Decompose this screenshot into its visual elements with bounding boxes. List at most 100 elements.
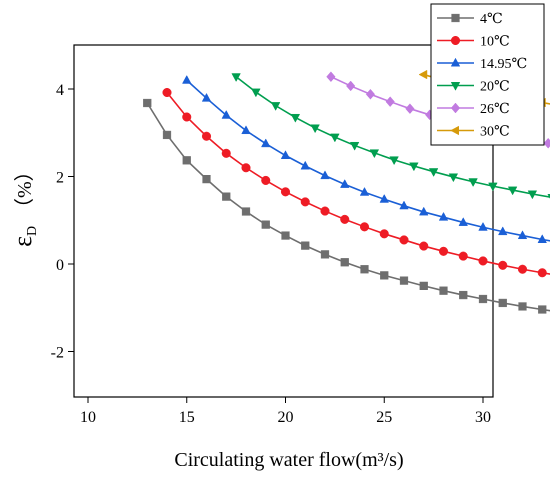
data-point: [438, 211, 449, 221]
data-point: [517, 230, 528, 240]
data-point: [450, 82, 461, 91]
x-tick-label: 15: [179, 409, 195, 426]
data-point: [365, 88, 376, 100]
data-point: [451, 13, 460, 23]
legend-entry: 14.95℃: [437, 57, 527, 72]
data-point: [405, 103, 415, 115]
data-point: [478, 256, 488, 266]
data-point: [261, 220, 270, 229]
data-point: [320, 206, 330, 216]
legend-entry: 10℃: [437, 35, 510, 50]
data-point: [450, 57, 461, 67]
legend-box: [430, 3, 545, 146]
series-layer: [143, 69, 550, 314]
data-point: [162, 130, 172, 140]
data-point: [459, 290, 468, 300]
data-point: [518, 302, 527, 311]
legend-entry: 4℃: [437, 12, 503, 27]
data-point: [143, 98, 152, 108]
legend-label: 30℃: [480, 125, 510, 140]
legend-label: 14.95℃: [480, 57, 527, 72]
data-point: [379, 229, 389, 239]
legend-entry: 26℃: [437, 102, 510, 117]
legend-label: 26℃: [480, 102, 510, 117]
x-tick-label: 10: [80, 409, 96, 426]
data-point: [389, 156, 399, 166]
data-point: [438, 246, 449, 256]
legend-label: 20℃: [480, 80, 510, 95]
data-point: [182, 74, 192, 84]
legend-entry: 20℃: [437, 80, 510, 95]
data-point: [281, 231, 290, 240]
data-point: [261, 138, 271, 148]
data-point: [346, 80, 356, 92]
data-point: [385, 96, 395, 108]
series: [162, 87, 550, 278]
data-point: [280, 150, 291, 159]
data-point: [320, 170, 330, 180]
data-point: [527, 190, 538, 200]
data-point: [439, 286, 448, 295]
data-point: [241, 207, 251, 216]
plot-frame: [73, 44, 494, 398]
data-point: [340, 214, 350, 224]
data-point: [450, 102, 461, 114]
legend-label: 10℃: [480, 35, 510, 50]
data-point: [450, 125, 459, 136]
data-point: [201, 131, 212, 141]
data-point: [478, 221, 488, 231]
data-point: [418, 69, 428, 80]
data-point: [310, 124, 320, 134]
data-point: [326, 71, 336, 83]
data-point: [290, 113, 301, 123]
data-point: [300, 197, 310, 207]
data-point: [419, 241, 429, 251]
data-point: [450, 35, 461, 46]
data-point: [537, 268, 547, 278]
x-tick-label: 20: [278, 409, 294, 426]
y-tick-label: 2: [56, 170, 64, 187]
data-point: [231, 73, 241, 83]
data-point: [241, 125, 251, 135]
x-tick-label: 30: [475, 409, 491, 426]
y-tick-label: 0: [56, 257, 64, 274]
data-point: [182, 156, 191, 165]
data-point: [359, 222, 370, 232]
data-point: [369, 149, 380, 159]
series-line: [235, 76, 550, 198]
data-point: [399, 276, 409, 285]
data-point: [468, 178, 478, 188]
data-point: [261, 175, 271, 185]
data-point: [241, 163, 251, 173]
x-axis-title: Circulating water flow(m³/s): [174, 449, 403, 471]
y-axis-title-unit: （%）: [13, 161, 36, 218]
data-point: [162, 87, 172, 98]
data-point: [221, 109, 231, 119]
data-point: [419, 281, 428, 290]
data-point: [349, 141, 360, 151]
data-point: [498, 298, 507, 308]
data-point: [448, 173, 459, 183]
data-point: [300, 160, 310, 170]
y-axis-title-sub: D: [25, 226, 40, 236]
series: [182, 74, 550, 243]
data-point: [419, 206, 429, 216]
data-point: [340, 258, 349, 267]
data-point: [543, 137, 550, 149]
data-point: [409, 162, 419, 172]
data-point: [201, 92, 212, 102]
data-point: [202, 175, 211, 184]
y-axis-title-main: ε: [8, 236, 37, 247]
data-point: [222, 192, 231, 201]
legend-entry: 30℃: [437, 125, 510, 140]
x-tick-label: 25: [376, 409, 392, 426]
data-point: [359, 186, 370, 196]
data-point: [538, 305, 547, 314]
series: [143, 98, 550, 314]
data-point: [301, 241, 310, 250]
data-point: [270, 102, 281, 111]
data-point: [320, 250, 330, 259]
data-point: [399, 235, 409, 245]
series-line: [330, 76, 550, 145]
